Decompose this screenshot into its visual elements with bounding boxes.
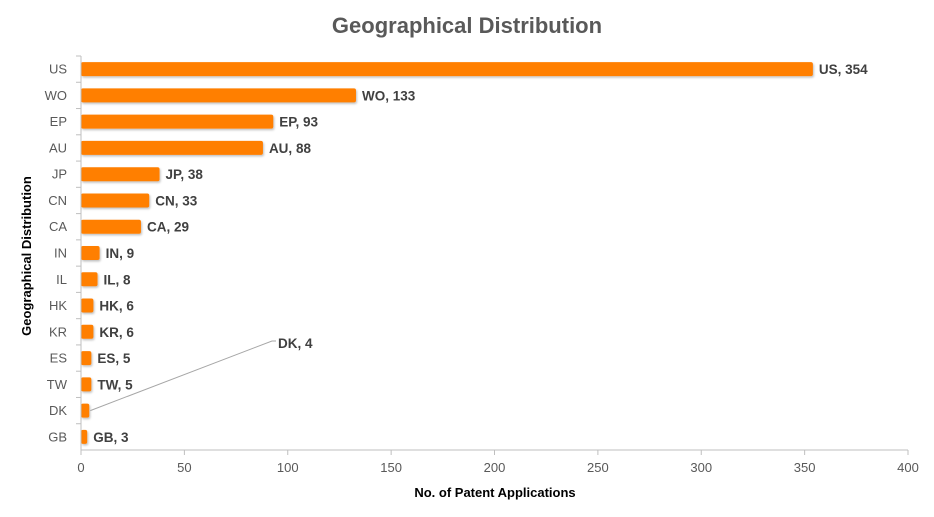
bar-in xyxy=(81,246,100,260)
x-tick-label-150: 150 xyxy=(380,460,402,475)
data-label-il: IL, 8 xyxy=(104,272,131,287)
x-tick-label-0: 0 xyxy=(77,460,84,475)
y-axis: US WO EP AU JP CN CA IN IL HK KR ES TW DK GB xyxy=(45,55,82,450)
y-tick-label-hk: HK xyxy=(49,298,67,313)
bar-dk xyxy=(81,403,90,418)
bars-group xyxy=(81,62,813,444)
data-label-es: ES, 5 xyxy=(97,351,131,366)
bar-es xyxy=(81,351,92,366)
data-label-hk: HK, 6 xyxy=(99,299,134,314)
data-label-ca: CA, 29 xyxy=(147,220,189,235)
x-tick-label-300: 300 xyxy=(690,460,712,475)
y-tick-label-kr: KR xyxy=(49,324,67,339)
y-tick-label-es: ES xyxy=(50,351,68,366)
y-tick-label-in: IN xyxy=(54,246,67,261)
bar-wo xyxy=(81,88,356,103)
data-label-tw: TW, 5 xyxy=(97,377,133,392)
bar-tw xyxy=(81,377,92,392)
y-tick-label-ca: CA xyxy=(49,219,67,234)
x-tick-label-50: 50 xyxy=(177,460,191,475)
data-label-kr: KR, 6 xyxy=(99,325,134,340)
x-tick-label-350: 350 xyxy=(794,460,816,475)
data-label-jp: JP, 38 xyxy=(166,167,204,182)
x-tick-label-400: 400 xyxy=(897,460,919,475)
data-label-in: IN, 9 xyxy=(106,246,135,261)
data-label-gb: GB, 3 xyxy=(93,430,129,445)
bar-au xyxy=(81,140,263,155)
data-label-dk: DK, 4 xyxy=(278,336,313,351)
chart-title: Geographical Distribution xyxy=(332,13,602,38)
bar-il xyxy=(81,272,98,287)
y-tick-label-gb: GB xyxy=(48,429,67,444)
data-label-au: AU, 88 xyxy=(269,141,312,156)
y-tick-label-au: AU xyxy=(49,140,67,155)
x-tick-label-250: 250 xyxy=(587,460,609,475)
y-tick-label-jp: JP xyxy=(52,167,67,182)
bar-gb xyxy=(81,429,88,444)
data-label-wo: WO, 133 xyxy=(362,88,416,103)
y-tick-label-il: IL xyxy=(56,272,67,287)
data-label-cn: CN, 33 xyxy=(155,193,198,208)
bar-jp xyxy=(81,167,160,182)
bar-us xyxy=(81,62,813,77)
y-tick-label-us: US xyxy=(49,62,67,77)
y-axis-title: Geographical Distribution xyxy=(19,176,34,336)
x-axis: 0 50 100 150 200 250 300 350 400 xyxy=(77,449,919,475)
bar-kr xyxy=(81,324,94,339)
bar-ca xyxy=(81,219,141,234)
x-tick-label-200: 200 xyxy=(484,460,506,475)
y-tick-label-ep: EP xyxy=(50,114,67,129)
bar-cn xyxy=(81,193,150,208)
y-tick-label-cn: CN xyxy=(48,193,67,208)
y-tick-label-tw: TW xyxy=(47,377,68,392)
bar-hk xyxy=(81,298,94,313)
y-tick-label-dk: DK xyxy=(49,403,67,418)
data-label-us: US, 354 xyxy=(819,62,868,77)
x-tick-label-100: 100 xyxy=(277,460,299,475)
callout-leader-line xyxy=(90,340,276,412)
y-tick-label-wo: WO xyxy=(45,88,67,103)
data-labels-group: US, 354 WO, 133 EP, 93 AU, 88 JP, 38 CN, 33 CA… xyxy=(90,62,868,445)
x-axis-title: No. of Patent Applications xyxy=(414,485,575,500)
bar-ep xyxy=(81,114,274,129)
data-label-ep: EP, 93 xyxy=(279,115,318,130)
